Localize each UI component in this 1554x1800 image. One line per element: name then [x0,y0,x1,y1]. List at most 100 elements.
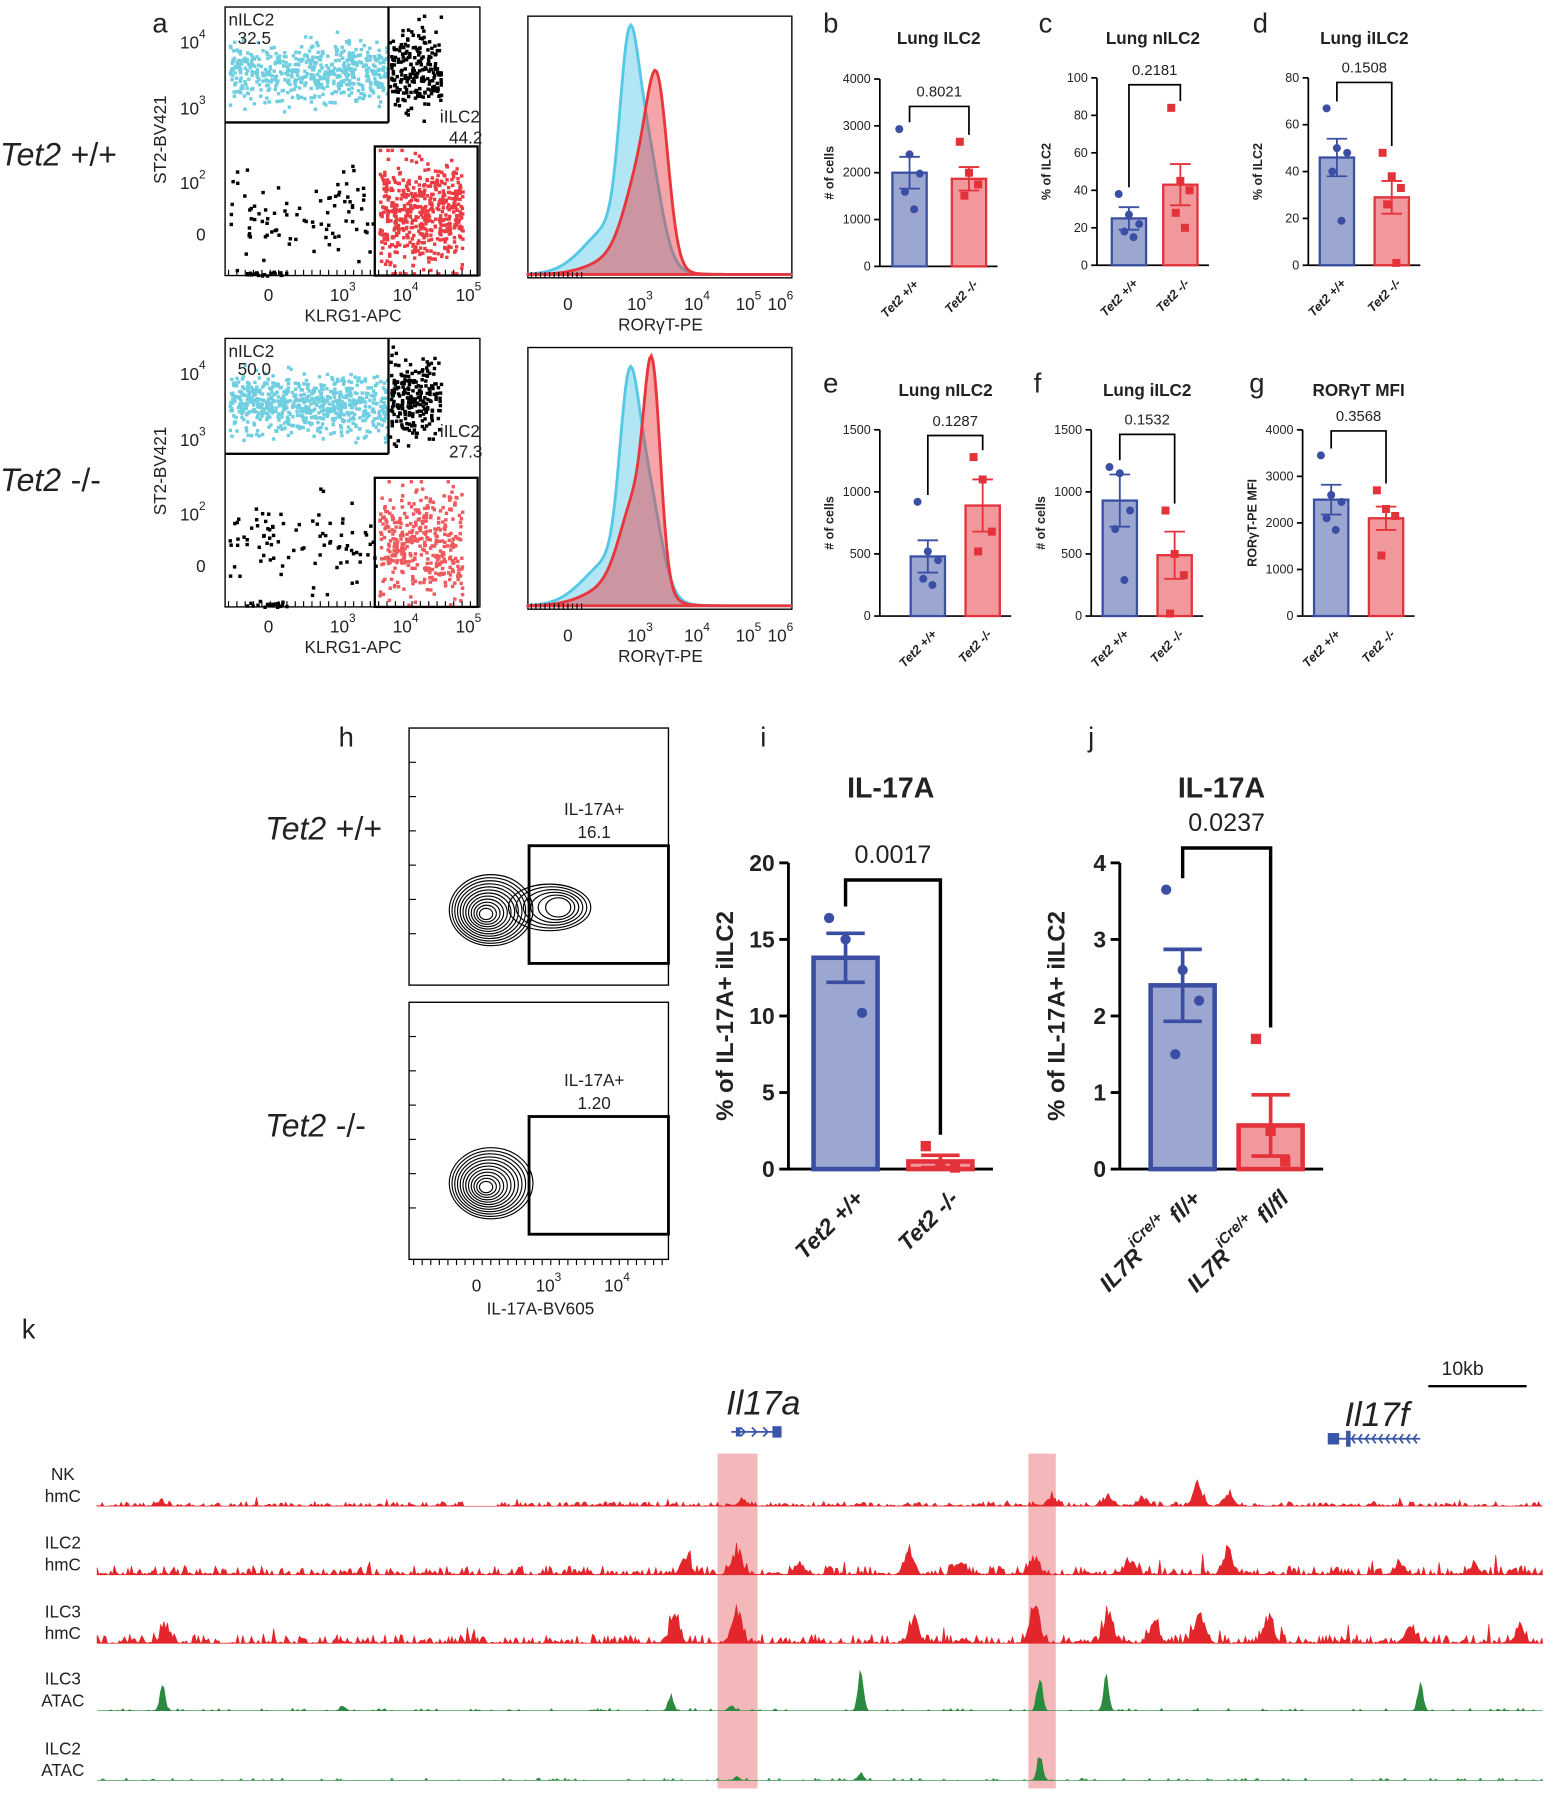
event-dot [405,213,410,217]
event-dot [433,531,437,536]
event-dot [390,204,394,208]
y-tick-label: 0 [1292,258,1299,272]
event-dot [336,379,340,383]
event-dot [253,380,257,385]
event-dot [430,409,435,413]
event-dot [438,226,443,231]
contour-line [476,1177,497,1196]
event-dot [432,197,437,202]
event-dot [455,272,459,276]
event-dot [425,228,429,232]
event-dot [401,483,405,488]
event-dot [230,67,235,71]
data-point [1377,551,1386,560]
gene-label: Il17f [1344,1396,1412,1434]
event-dot [402,236,406,240]
y-tick-label: 80 [1074,108,1088,122]
event-dot [440,170,444,175]
event-dot [426,363,431,367]
event-dot [350,386,354,391]
event-dot [378,409,382,414]
event-dot [250,69,254,74]
x-tick-label: 105 [456,611,482,637]
event-dot [430,416,434,420]
event-dot [418,525,423,530]
event-dot [332,408,337,413]
data-point [919,574,928,583]
event-dot [388,84,393,89]
event-dot [312,64,317,68]
event-dot [399,537,403,541]
event-dot [408,362,413,367]
event-dot [286,381,291,386]
event-dot [277,401,282,406]
event-dot [411,263,416,268]
event-dot [392,412,396,417]
event-dot [448,498,452,502]
event-dot [276,58,280,63]
event-dot [441,572,445,576]
event-dot [329,63,334,67]
track-label: ATAC [41,1690,84,1710]
event-dot [419,480,424,484]
event-dot [268,558,273,562]
event-dot [243,66,248,70]
x-tick-label: 103 [330,279,356,305]
track-label: ATAC [41,1760,84,1780]
event-dot [248,235,253,239]
data-point [1327,490,1336,499]
event-dot [318,389,322,393]
event-dot [410,218,415,222]
event-dot [456,220,461,224]
event-dot [299,95,304,99]
event-dot [301,75,306,79]
event-dot [310,58,315,63]
event-dot [339,426,344,430]
event-dot [241,375,246,379]
event-dot [246,384,250,389]
event-dot [274,382,278,386]
event-dot [346,425,351,429]
y-tick-label-exp: 4 [199,27,206,41]
event-dot [391,401,396,406]
event-dot [414,435,419,439]
event-dot [425,360,429,364]
event-dot [451,517,455,521]
event-dot [453,581,457,585]
event-dot [292,548,296,553]
event-dot [364,68,369,72]
y-tick-label-base: 10 [180,99,199,119]
event-dot [319,487,323,491]
y-tick-label: 103 [180,93,206,119]
event-dot [427,238,431,243]
event-dot [428,219,433,223]
event-dot [390,388,395,393]
event-dot [374,58,379,63]
chart-title: Lung nILC2 [1106,28,1200,48]
event-dot [382,179,386,183]
event-dot [419,213,424,217]
event-dot [443,580,448,585]
event-dot [413,556,417,561]
gate-name: IL-17A+ [564,799,624,819]
event-dot [392,213,397,217]
event-dot [236,181,240,186]
x-tick-label: 103 [330,611,356,637]
event-dot [388,40,392,45]
event-dot [430,46,434,51]
event-dot [380,407,385,412]
event-dot [254,388,258,393]
event-dot [305,71,309,76]
x-tick-label-base: 0 [563,625,573,645]
event-dot [334,52,339,57]
event-dot [288,412,292,417]
event-dot [369,68,374,73]
gene-label: Il17a [726,1384,800,1422]
event-dot [266,527,270,531]
event-dot [295,406,300,410]
event-dot [326,398,330,402]
event-dot [281,60,286,64]
event-dot [270,74,274,78]
event-dot [331,419,335,423]
